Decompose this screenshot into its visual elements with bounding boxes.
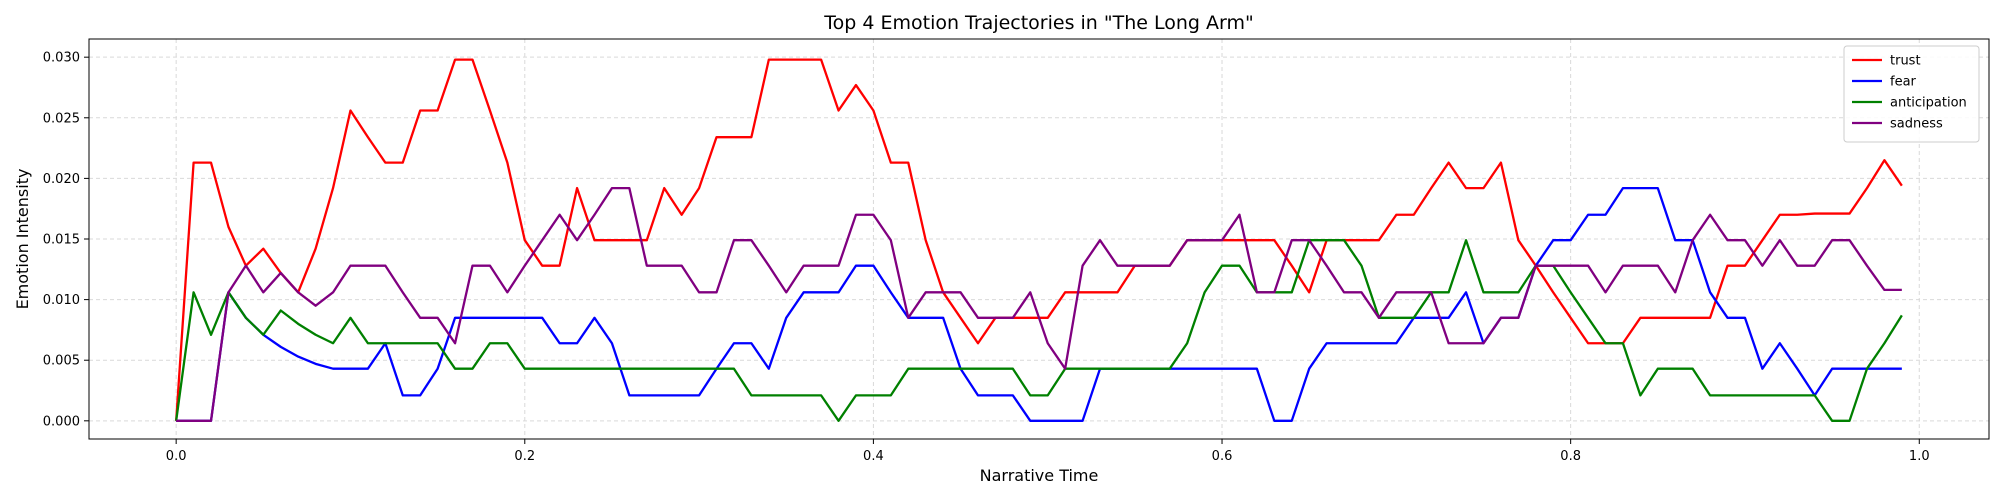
x-tick-label: 0.0: [166, 449, 187, 464]
chart-title: Top 4 Emotion Trajectories in "The Long …: [823, 12, 1254, 34]
legend-label-fear: fear: [1890, 75, 1917, 90]
y-tick-label: 0.025: [43, 111, 80, 126]
series-line-fear: [176, 186, 1902, 422]
x-tick-label: 1.0: [1909, 449, 1930, 464]
x-tick-label: 0.6: [1212, 449, 1233, 464]
legend-label-trust: trust: [1890, 54, 1921, 69]
x-tick-label: 0.8: [1560, 449, 1581, 464]
x-axis-title: Narrative Time: [980, 466, 1099, 485]
legend: trust fear anticipation sadness: [1843, 45, 1980, 143]
series-line-anticipation: [175, 239, 1903, 422]
y-tick-label: 0.020: [43, 172, 80, 187]
x-tick-label: 0.2: [514, 449, 535, 464]
grid-lines: [89, 39, 1989, 439]
legend-label-sadness: sadness: [1890, 117, 1943, 132]
y-tick-label: 0.005: [43, 354, 80, 369]
y-axis-title: Emotion Intensity: [13, 169, 32, 310]
y-tick-label: 0.015: [43, 233, 80, 248]
series-line-sadness: [176, 186, 1902, 422]
legend-box: [1843, 45, 1980, 143]
x-tick-label: 0.4: [863, 449, 884, 464]
y-tick-label: 0.030: [43, 51, 80, 66]
legend-label-anticipation: anticipation: [1890, 96, 1967, 111]
axis-ticks: 0.0 0.2 0.4 0.6 0.8 1.0 0.000 0.005 0.010 0.015 0.…: [43, 51, 1930, 464]
y-tick-label: 0.000: [43, 414, 80, 429]
series-lines: [175, 58, 1903, 422]
y-tick-label: 0.010: [43, 293, 80, 308]
